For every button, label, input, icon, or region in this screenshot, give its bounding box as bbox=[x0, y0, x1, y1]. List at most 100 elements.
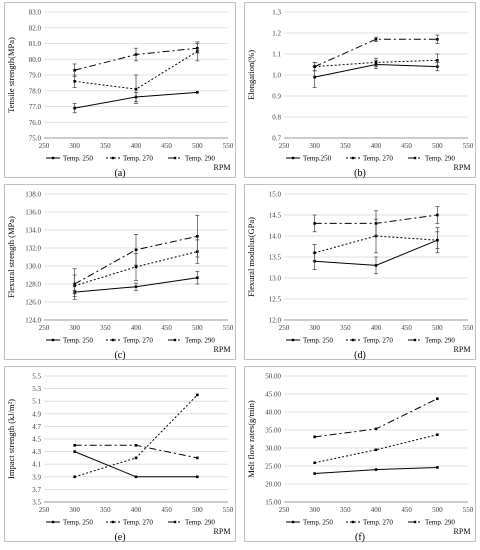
y-tick-label: 77.0 bbox=[29, 103, 42, 111]
y-tick-label: 78.0 bbox=[29, 87, 42, 95]
y-tick-label: 20.00 bbox=[265, 481, 281, 489]
x-tick-label: 550 bbox=[223, 324, 234, 332]
y-tick-label: 79.0 bbox=[29, 72, 42, 80]
panel-label: (c) bbox=[114, 350, 125, 361]
legend-marker bbox=[351, 338, 355, 342]
panel-frame bbox=[244, 366, 476, 542]
series-line-2 bbox=[314, 434, 438, 464]
panel-frame bbox=[4, 184, 236, 360]
x-tick-label: 400 bbox=[131, 142, 142, 150]
y-axis-label: Flexural modulus(GPa) bbox=[246, 217, 256, 297]
data-point bbox=[196, 46, 199, 50]
y-axis-label: Elongation(%) bbox=[246, 50, 256, 100]
x-tick-label: 450 bbox=[161, 506, 172, 514]
x-axis-label: RPM bbox=[214, 163, 231, 172]
y-tick-label: 25.00 bbox=[265, 463, 281, 471]
data-point bbox=[196, 475, 199, 479]
y-tick-label: 30.00 bbox=[265, 445, 281, 453]
y-tick-label: 3.7 bbox=[32, 486, 41, 494]
legend-entry: Temp. 290 bbox=[185, 337, 215, 345]
x-tick-label: 450 bbox=[161, 142, 172, 150]
legend-entry: Temp. 250 bbox=[63, 337, 93, 345]
x-tick-label: 250 bbox=[39, 506, 50, 514]
panel-frame bbox=[244, 2, 476, 178]
panel-label: (a) bbox=[114, 168, 125, 179]
x-tick-label: 250 bbox=[279, 324, 290, 332]
data-point bbox=[196, 235, 199, 238]
panel-label: (f) bbox=[355, 532, 365, 543]
y-tick-label: 3.9 bbox=[32, 473, 41, 481]
y-tick-label: 15.00 bbox=[265, 499, 281, 507]
data-point bbox=[134, 53, 138, 56]
panel-label: (e) bbox=[114, 532, 125, 543]
chart-panel-3: 124.0 126.0 128.0 130.0 132.0 134.0 136.0 138.0… bbox=[4, 184, 236, 361]
x-tick-label: 550 bbox=[463, 506, 474, 514]
x-tick-label: 400 bbox=[131, 506, 142, 514]
y-tick-label: 13.5 bbox=[269, 254, 282, 262]
y-tick-label: 4.3 bbox=[32, 448, 41, 456]
y-tick-label: 1.1 bbox=[272, 51, 281, 59]
series-line-2 bbox=[314, 235, 438, 254]
x-axis-label: RPM bbox=[214, 527, 231, 536]
x-tick-label: 400 bbox=[371, 506, 382, 514]
y-tick-label: 50.00 bbox=[265, 373, 281, 381]
chart-panel-2: 0.7 0.8 0.9 1.0 1.1 1.2 1.3 250 300 350 400 450 500 5… bbox=[244, 2, 476, 179]
x-tick-label: 250 bbox=[279, 142, 290, 150]
y-tick-label: 5.3 bbox=[32, 385, 41, 393]
data-point bbox=[73, 444, 76, 447]
y-tick-label: 75.0 bbox=[29, 135, 42, 143]
data-point bbox=[374, 448, 378, 452]
data-point bbox=[73, 68, 76, 72]
y-tick-label: 35.00 bbox=[265, 427, 281, 435]
y-tick-label: 13.0 bbox=[269, 275, 282, 283]
data-point bbox=[134, 87, 138, 91]
y-tick-label: 134.0 bbox=[25, 227, 41, 235]
legend-entry: Temp. 250 bbox=[303, 519, 333, 527]
data-point bbox=[73, 80, 76, 83]
legend-entry: Temp. 270 bbox=[363, 337, 393, 345]
legend-marker bbox=[111, 520, 115, 524]
legend-marker bbox=[351, 520, 355, 524]
x-tick-label: 350 bbox=[340, 324, 351, 332]
y-tick-label: 0.7 bbox=[272, 135, 281, 143]
legend-entry: Temp. 290 bbox=[425, 155, 455, 163]
chart-panel-1: 75.0 76.0 77.0 78.0 79.0 80.0 81.0 82.0 83.0 250 3… bbox=[4, 2, 236, 179]
y-axis-label: Impact strength (kJ/m²) bbox=[6, 399, 16, 479]
data-point bbox=[374, 264, 378, 267]
legend-entry: Temp.250 bbox=[303, 155, 332, 163]
data-point bbox=[73, 106, 76, 110]
x-tick-label: 300 bbox=[309, 142, 320, 150]
legend-entry: Temp. 270 bbox=[123, 155, 153, 163]
x-tick-label: 500 bbox=[192, 324, 203, 332]
x-tick-label: 450 bbox=[401, 324, 412, 332]
y-tick-label: 1.0 bbox=[272, 72, 281, 80]
data-point bbox=[196, 393, 199, 397]
y-tick-label: 132.0 bbox=[25, 245, 41, 253]
chart-panel-5: 3.5 3.7 3.9 4.1 4.3 4.5 4.7 4.9 5.1 5.3 5.5 250 300 3… bbox=[4, 366, 236, 543]
legend-marker bbox=[51, 338, 55, 342]
y-tick-label: 76.0 bbox=[29, 119, 42, 127]
legend-marker bbox=[291, 156, 295, 160]
data-point bbox=[313, 251, 316, 255]
x-tick-label: 300 bbox=[69, 324, 80, 332]
legend-marker bbox=[413, 156, 417, 160]
legend-entry: Temp. 250 bbox=[63, 155, 93, 163]
legend-marker bbox=[111, 156, 115, 160]
legend-marker bbox=[291, 338, 295, 342]
y-tick-label: 4.9 bbox=[32, 410, 41, 418]
y-tick-label: 124.0 bbox=[25, 317, 41, 325]
y-tick-label: 15.0 bbox=[269, 191, 282, 199]
data-point bbox=[436, 38, 439, 41]
data-point bbox=[374, 38, 378, 41]
x-tick-label: 300 bbox=[69, 506, 80, 514]
y-axis-label: Flexural strength (MPa) bbox=[6, 216, 16, 298]
legend-entry: Temp. 270 bbox=[363, 519, 393, 527]
x-tick-label: 500 bbox=[192, 142, 203, 150]
data-point bbox=[73, 475, 76, 479]
y-tick-label: 126.0 bbox=[25, 299, 41, 307]
legend-marker bbox=[173, 156, 177, 160]
y-tick-label: 128.0 bbox=[25, 281, 41, 289]
x-tick-label: 350 bbox=[100, 324, 111, 332]
y-tick-label: 4.1 bbox=[32, 461, 41, 469]
x-tick-label: 550 bbox=[223, 506, 234, 514]
